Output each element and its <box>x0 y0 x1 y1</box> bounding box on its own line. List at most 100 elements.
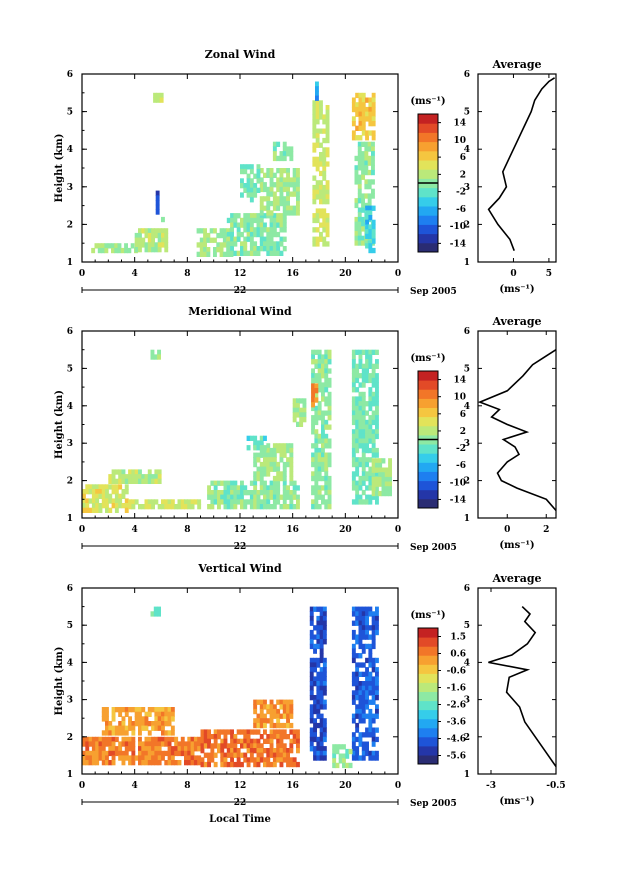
panel3-heatmap-cell <box>240 743 244 749</box>
panel1-heatmap-cell <box>319 222 323 228</box>
panel1-heatmap-cell <box>357 207 362 213</box>
panel1-heatmap-cell <box>315 161 320 167</box>
panel2-heatmap-cell <box>170 504 175 510</box>
panel3-heatmap-cell <box>85 755 90 761</box>
panel3-heatmap-cell <box>233 734 238 740</box>
panel1-heatmap-cell <box>371 97 376 103</box>
panel3-heatmap-cell <box>375 755 379 761</box>
panel2-heatmap-cell <box>355 424 360 430</box>
panel2-heatmap-cell <box>269 461 274 468</box>
panel2-heatmap-cell <box>256 494 261 500</box>
panel3-heatmap-cell <box>256 757 261 763</box>
panel1-heatmap-cell <box>266 246 271 252</box>
panel3-heatmap-cell <box>351 750 356 757</box>
panel1-heatmap-cell <box>269 241 274 247</box>
panel3-heatmap-cell <box>167 750 172 757</box>
panel3-heatmap-cell <box>322 671 327 677</box>
panel2-heatmap-cell <box>240 504 244 510</box>
panel1-heatmap-cell <box>230 231 234 238</box>
panel2-heatmap-cell <box>365 438 369 444</box>
panel2-heatmap-cell <box>124 478 129 484</box>
panel2-heatmap-cell <box>365 494 369 500</box>
panel1-heatmap-cell <box>279 236 284 242</box>
panel1-heatmap-cell <box>151 247 155 253</box>
panel1-y-tick-label: 1 <box>67 258 73 268</box>
panel2-y-tick-label: 5 <box>67 364 73 374</box>
panel1-heatmap-cell <box>361 125 366 131</box>
panel2-heatmap-cell <box>314 485 319 491</box>
panel1-heatmap-cell <box>357 212 362 218</box>
panel3-heatmap-cell <box>365 681 369 687</box>
panel3-heatmap-cell <box>157 611 161 617</box>
panel1-heatmap-cell <box>319 184 323 191</box>
panel1-heatmap-cell <box>279 168 284 174</box>
panel2-heatmap-cell <box>375 467 379 473</box>
panel2-heatmap-cell <box>151 499 155 505</box>
panel3-heatmap-cell <box>345 762 350 769</box>
panel1-heatmap-cell <box>151 228 155 234</box>
panel3-heatmap-cell <box>316 685 321 691</box>
panel3-heatmap-cell <box>157 711 162 717</box>
panel2-heatmap-cell <box>134 478 139 484</box>
panel1-heatmap-cell <box>266 241 271 247</box>
panel2-heatmap-cell <box>131 478 136 484</box>
panel2-heatmap-cell <box>276 494 281 500</box>
panel3-heatmap-cell <box>128 707 132 713</box>
panel2-heatmap-cell <box>279 471 284 477</box>
panel1-heatmap-cell <box>322 208 327 214</box>
panel2-heatmap-cell <box>384 490 389 497</box>
panel1-heatmap-cell <box>358 135 363 141</box>
panel1-heatmap-cell <box>325 241 330 247</box>
panel3-heatmap-cell <box>249 757 254 763</box>
panel1-heatmap-cell <box>358 106 363 113</box>
panel3-heatmap-cell <box>128 741 132 747</box>
panel1-heatmap-cell <box>147 237 152 243</box>
panel2-heatmap-cell <box>187 499 192 505</box>
panel2-y-tick-label: 2 <box>67 477 73 487</box>
panel1-heatmap-cell <box>312 199 317 205</box>
panel1-heatmap-cell <box>325 133 330 139</box>
panel2-heatmap-cell <box>266 504 271 510</box>
panel2-heatmap-cell <box>375 490 379 497</box>
panel3-heatmap-cell <box>371 625 376 631</box>
panel2-heatmap-cell <box>321 391 325 398</box>
panel2-heatmap-cell <box>101 484 106 490</box>
panel3-heatmap-cell <box>118 755 123 761</box>
panel1-heatmap-cell <box>279 177 284 183</box>
panel3-heatmap-cell <box>309 685 314 691</box>
panel3-heatmap-cell <box>157 725 162 731</box>
panel2-heatmap-cell <box>361 443 366 449</box>
panel2-heatmap-cell <box>230 499 234 505</box>
panel3-heatmap-cell <box>161 741 165 747</box>
panel1-heatmap-cell <box>367 184 372 190</box>
panel3-heatmap-cell <box>134 707 139 713</box>
panel3-heatmap-cell <box>361 690 366 696</box>
panel3-heatmap-cell <box>313 727 317 733</box>
panel3-heatmap-cell <box>246 729 251 735</box>
panel2-heatmap-cell <box>217 504 221 510</box>
panel3-heatmap-cell <box>131 707 136 713</box>
panel3-heatmap-cell <box>316 690 321 696</box>
panel3-heatmap-cell <box>121 736 126 743</box>
panel1-heatmap-cell <box>246 227 251 233</box>
panel3-heatmap-cell <box>371 629 376 636</box>
panel1-heatmap-cell <box>249 222 254 228</box>
panel1-colorbar-segment <box>418 242 438 253</box>
panel2-heatmap-cell <box>311 392 315 398</box>
panel2-heatmap-cell <box>253 490 258 496</box>
panel1-heatmap-cell <box>368 233 373 240</box>
panel2-heatmap-cell <box>371 429 376 435</box>
panel2-heatmap-cell <box>355 438 360 444</box>
panel2-heatmap-cell <box>384 486 389 492</box>
panel3-heatmap-cell <box>240 738 244 744</box>
panel3-heatmap-cell <box>266 748 271 754</box>
panel3-heatmap-cell <box>253 729 258 735</box>
panel3-heatmap-cell <box>226 748 231 754</box>
panel2-heatmap-cell <box>88 489 93 495</box>
panel3-heatmap-cell <box>319 657 324 664</box>
panel3-heatmap-cell <box>111 750 116 757</box>
panel3-heatmap-cell <box>111 760 116 766</box>
panel1-heatmap-cell <box>269 222 274 228</box>
panel3-heatmap-cell <box>253 738 258 744</box>
panel1-heatmap-cell <box>236 213 241 219</box>
